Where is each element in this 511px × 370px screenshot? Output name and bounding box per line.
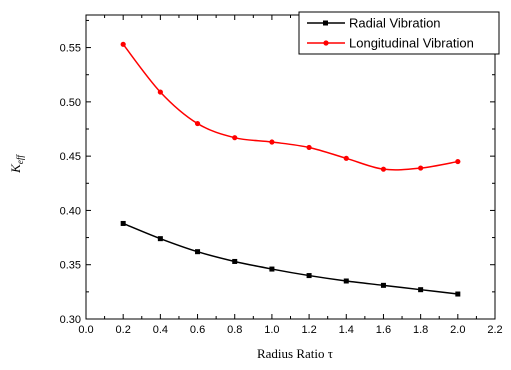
x-tick-label: 1.6	[376, 324, 391, 336]
y-tick-label: 0.55	[60, 43, 81, 55]
x-tick-label: 0.2	[116, 324, 131, 336]
data-point-longitudinal	[418, 165, 424, 171]
data-point-longitudinal	[120, 41, 126, 47]
data-point-longitudinal	[232, 135, 238, 141]
x-tick-label: 1.0	[264, 324, 279, 336]
data-point-radial	[269, 266, 275, 272]
x-tick-label: 0.6	[190, 324, 205, 336]
x-tick-label: 2.0	[450, 324, 465, 336]
data-point-radial	[195, 249, 201, 255]
y-tick-label: 0.40	[60, 205, 81, 217]
legend-marker-radial	[323, 20, 328, 26]
data-point-longitudinal	[455, 158, 461, 165]
data-point-longitudinal	[343, 155, 349, 161]
x-axis: 0.0 0.2 0.4 0.6 0.8 1.0 1.2 1.4 1.6 1.8 2.0 2.2	[78, 15, 503, 336]
plot-frame	[85, 14, 496, 320]
data-point-radial	[380, 282, 386, 288]
data-point-radial	[120, 220, 126, 226]
x-tick-label: 2.2	[487, 324, 502, 336]
y-axis-label-sub: eff	[15, 154, 25, 164]
y-tick-label: 0.30	[60, 314, 81, 326]
data-point-radial	[455, 291, 461, 297]
y-tick-label: 0.45	[60, 151, 81, 163]
x-tick-label: 0.8	[227, 324, 242, 336]
data-point-radial	[306, 273, 312, 279]
series-line-longitudinal	[122, 43, 458, 171]
data-point-longitudinal	[269, 139, 275, 145]
legend-box	[298, 11, 500, 55]
legend-label-longitudinal: Longitudinal Vibration	[349, 36, 474, 51]
x-tick-label: 1.2	[301, 324, 316, 336]
data-point-longitudinal	[380, 166, 387, 172]
plot-border	[85, 14, 496, 320]
x-axis-label: Radius Ratio τ	[257, 346, 333, 361]
data-point-longitudinal	[306, 144, 312, 151]
x-tick-label: 0.4	[153, 324, 168, 336]
data-point-radial	[418, 287, 424, 293]
legend: Radial Vibration Longitudinal Vibration	[298, 11, 500, 55]
y-tick-label: 0.35	[60, 260, 81, 272]
data-point-longitudinal	[157, 89, 163, 95]
x-tick-label: 1.8	[413, 324, 428, 336]
data-point-longitudinal	[194, 120, 201, 127]
series-line-radial	[122, 222, 458, 295]
y-tick-label: 0.50	[60, 97, 81, 109]
data-point-radial	[232, 258, 238, 264]
x-tick-label: 1.4	[339, 324, 354, 336]
data-point-radial	[157, 236, 163, 242]
legend-label-radial: Radial Vibration	[349, 16, 441, 31]
y-axis-label-main: K	[8, 163, 23, 174]
x-tick-label: 0.0	[78, 324, 93, 336]
y-axis: 0.30 0.35 0.40 0.45 0.50 0.55	[60, 19, 495, 326]
y-axis-label: Keff	[8, 154, 25, 174]
legend-marker-longitudinal	[323, 40, 329, 46]
series-layer	[120, 41, 461, 297]
data-point-radial	[343, 278, 349, 284]
